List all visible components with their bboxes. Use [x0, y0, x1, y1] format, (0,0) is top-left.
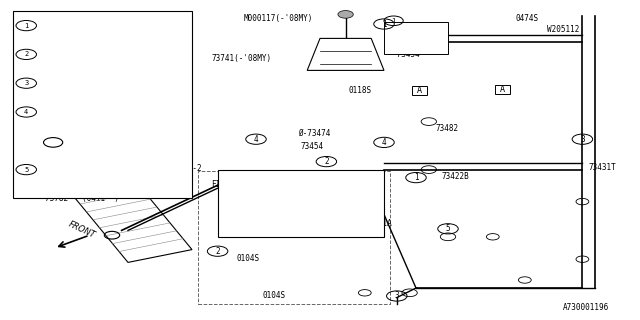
Circle shape — [338, 11, 353, 18]
Text: 73176*A: 73176*A — [45, 21, 77, 30]
Text: 73421A: 73421A — [365, 219, 392, 228]
Text: 73422B: 73422B — [442, 172, 469, 181]
Text: W205112: W205112 — [547, 25, 580, 34]
Text: FIG.732: FIG.732 — [211, 180, 244, 189]
Text: 5: 5 — [445, 224, 451, 233]
FancyBboxPatch shape — [495, 85, 510, 94]
Text: 1: 1 — [24, 23, 28, 28]
Text: A730001196: A730001196 — [563, 303, 609, 312]
Text: 73431T: 73431T — [589, 163, 616, 172]
Polygon shape — [38, 141, 192, 262]
Text: 73176*B: 73176*B — [45, 50, 77, 59]
Text: Y26944: Y26944 — [45, 79, 72, 88]
FancyBboxPatch shape — [384, 22, 448, 54]
Text: 4: 4 — [253, 135, 259, 144]
Text: FIG.730-2: FIG.730-2 — [160, 164, 202, 173]
Text: 73782   (0411- ): 73782 (0411- ) — [45, 194, 119, 203]
Bar — [198, 171, 390, 304]
Text: 73454: 73454 — [301, 142, 324, 151]
FancyBboxPatch shape — [13, 11, 192, 198]
Text: 0118S: 0118S — [349, 86, 372, 95]
Text: 3: 3 — [394, 292, 399, 300]
Text: 0104S: 0104S — [262, 291, 285, 300]
Text: 0104S ( -0408): 0104S ( -0408) — [45, 108, 109, 116]
Text: 73741(-'08MY): 73741(-'08MY) — [211, 54, 271, 63]
Text: 4: 4 — [381, 138, 387, 147]
Text: 3: 3 — [24, 80, 28, 86]
Text: A: A — [500, 85, 505, 94]
Text: 0101S (0408- ): 0101S (0408- ) — [45, 136, 109, 145]
FancyBboxPatch shape — [412, 86, 427, 95]
Text: A: A — [417, 86, 422, 95]
Text: 2: 2 — [24, 52, 28, 57]
Text: W205112( -0411): W205112( -0411) — [45, 165, 114, 174]
Text: 1: 1 — [413, 173, 419, 182]
FancyBboxPatch shape — [218, 170, 384, 237]
Text: (-'07MY): (-'07MY) — [392, 40, 429, 49]
Text: 3: 3 — [580, 135, 585, 144]
Text: 5: 5 — [24, 167, 28, 172]
Text: FRONT: FRONT — [67, 220, 97, 240]
Text: 73474B: 73474B — [392, 29, 420, 38]
Text: 0104S: 0104S — [237, 254, 260, 263]
Polygon shape — [307, 38, 384, 70]
Text: Ø-73474: Ø-73474 — [298, 129, 330, 138]
Text: 2: 2 — [324, 157, 329, 166]
Text: -73454: -73454 — [392, 50, 420, 59]
Text: 2: 2 — [215, 247, 220, 256]
Text: 0474S: 0474S — [515, 14, 538, 23]
Circle shape — [230, 176, 333, 227]
Text: 4: 4 — [24, 109, 28, 115]
Text: 73482: 73482 — [435, 124, 458, 133]
Text: 1: 1 — [392, 18, 396, 24]
Circle shape — [266, 194, 298, 210]
Text: 1: 1 — [381, 20, 387, 28]
Text: M000117(-'08MY): M000117(-'08MY) — [243, 14, 312, 23]
